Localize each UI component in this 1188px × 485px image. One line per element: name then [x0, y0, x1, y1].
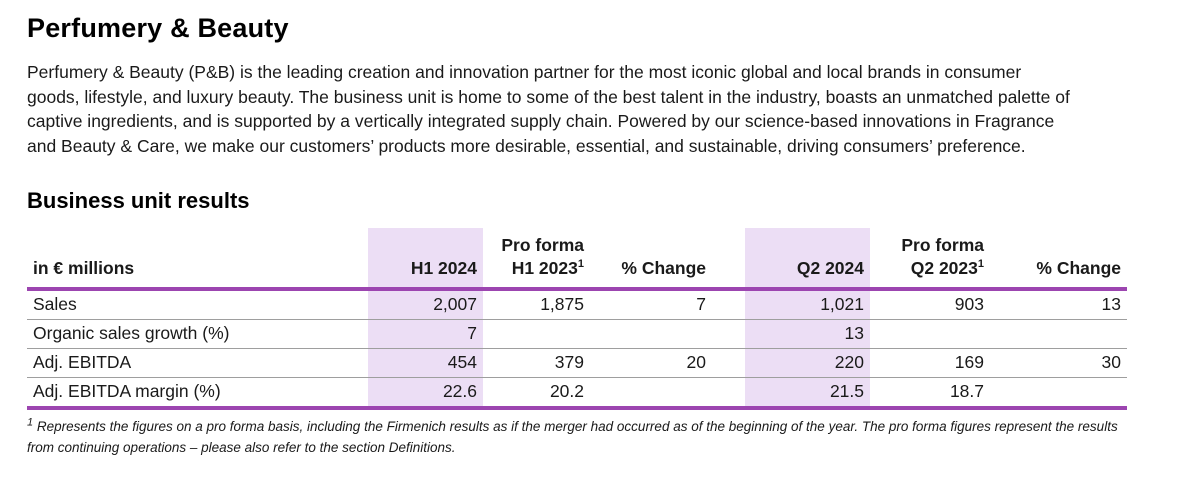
row-label: Adj. EBITDA [27, 348, 368, 379]
spacer-cell [712, 289, 745, 321]
cell-change-q2 [990, 319, 1127, 350]
spacer-cell [712, 348, 745, 379]
h1-2023-label: H1 20231 [511, 258, 584, 279]
row-label: Adj. EBITDA margin (%) [27, 377, 368, 411]
results-table-header: in € millions H1 2024 Pro forma H1 20231… [27, 228, 1127, 290]
footnote-reference: 1 [977, 258, 984, 271]
cell-proforma-q2-2023: 18.7 [870, 377, 990, 411]
results-table-body: Sales 2,007 1,875 7 1,021 903 13 Organic sales … [27, 289, 1127, 411]
cell-h1-2024: 22.6 [368, 377, 483, 411]
row-label: Sales [27, 289, 368, 321]
table-row: Organic sales growth (%) 7 13 [27, 319, 1127, 350]
spacer-cell [712, 319, 745, 350]
cell-proforma-h1-2023: 1,875 [483, 289, 590, 321]
business-unit-results-table: in € millions H1 2024 Pro forma H1 20231… [27, 228, 1127, 411]
cell-change-h1 [590, 319, 712, 350]
footnote-reference: 1 [577, 258, 584, 271]
cell-h1-2024: 454 [368, 348, 483, 379]
header-row: in € millions H1 2024 Pro forma H1 20231… [27, 228, 1127, 290]
section-heading: Business unit results [27, 188, 250, 214]
cell-q2-2024: 13 [745, 319, 870, 350]
table-row: Adj. EBITDA 454 379 20 220 169 30 [27, 348, 1127, 379]
table-row: Sales 2,007 1,875 7 1,021 903 13 [27, 289, 1127, 321]
cell-proforma-h1-2023: 379 [483, 348, 590, 379]
cell-q2-2024: 220 [745, 348, 870, 379]
row-label: Organic sales growth (%) [27, 319, 368, 350]
spacer-column [712, 228, 745, 289]
cell-q2-2024: 21.5 [745, 377, 870, 411]
proforma-label: Pro forma [501, 235, 584, 256]
spacer-cell [712, 377, 745, 411]
cell-proforma-q2-2023: 903 [870, 289, 990, 321]
cell-change-h1: 20 [590, 348, 712, 379]
report-page: Perfumery & Beauty Perfumery & Beauty (P… [27, 13, 1142, 458]
column-header-h1-2024: H1 2024 [368, 228, 483, 290]
footnote-text: Represents the figures on a pro forma ba… [27, 419, 1118, 455]
column-header-proforma-h1-2023: Pro forma H1 20231 [483, 228, 590, 289]
cell-proforma-h1-2023: 20.2 [483, 377, 590, 411]
unit-label: in € millions [33, 258, 135, 279]
proforma-label: Pro forma [901, 235, 984, 256]
cell-change-h1: 7 [590, 289, 712, 321]
cell-proforma-h1-2023 [483, 319, 590, 350]
q2-2023-label: Q2 20231 [910, 258, 984, 279]
table-row: Adj. EBITDA margin (%) 22.6 20.2 21.5 18.7 [27, 377, 1127, 411]
cell-proforma-q2-2023: 169 [870, 348, 990, 379]
cell-change-q2: 30 [990, 348, 1127, 379]
intro-paragraph: Perfumery & Beauty (P&B) is the leading … [27, 62, 1070, 156]
page-title: Perfumery & Beauty [27, 13, 289, 43]
column-header-q2-2024: Q2 2024 [745, 228, 870, 290]
footnote: 1 Represents the figures on a pro forma … [27, 417, 1142, 458]
column-header-change-h1: % Change [621, 258, 706, 279]
cell-change-q2: 13 [990, 289, 1127, 321]
cell-change-h1 [590, 377, 712, 411]
cell-h1-2024: 2,007 [368, 289, 483, 321]
column-header-proforma-q2-2023: Pro forma Q2 20231 [870, 228, 990, 289]
footnote-marker: 1 [27, 416, 34, 429]
cell-q2-2024: 1,021 [745, 289, 870, 321]
cell-h1-2024: 7 [368, 319, 483, 350]
column-header-change-q2: % Change [1036, 258, 1121, 279]
cell-proforma-q2-2023 [870, 319, 990, 350]
cell-change-q2 [990, 377, 1127, 411]
